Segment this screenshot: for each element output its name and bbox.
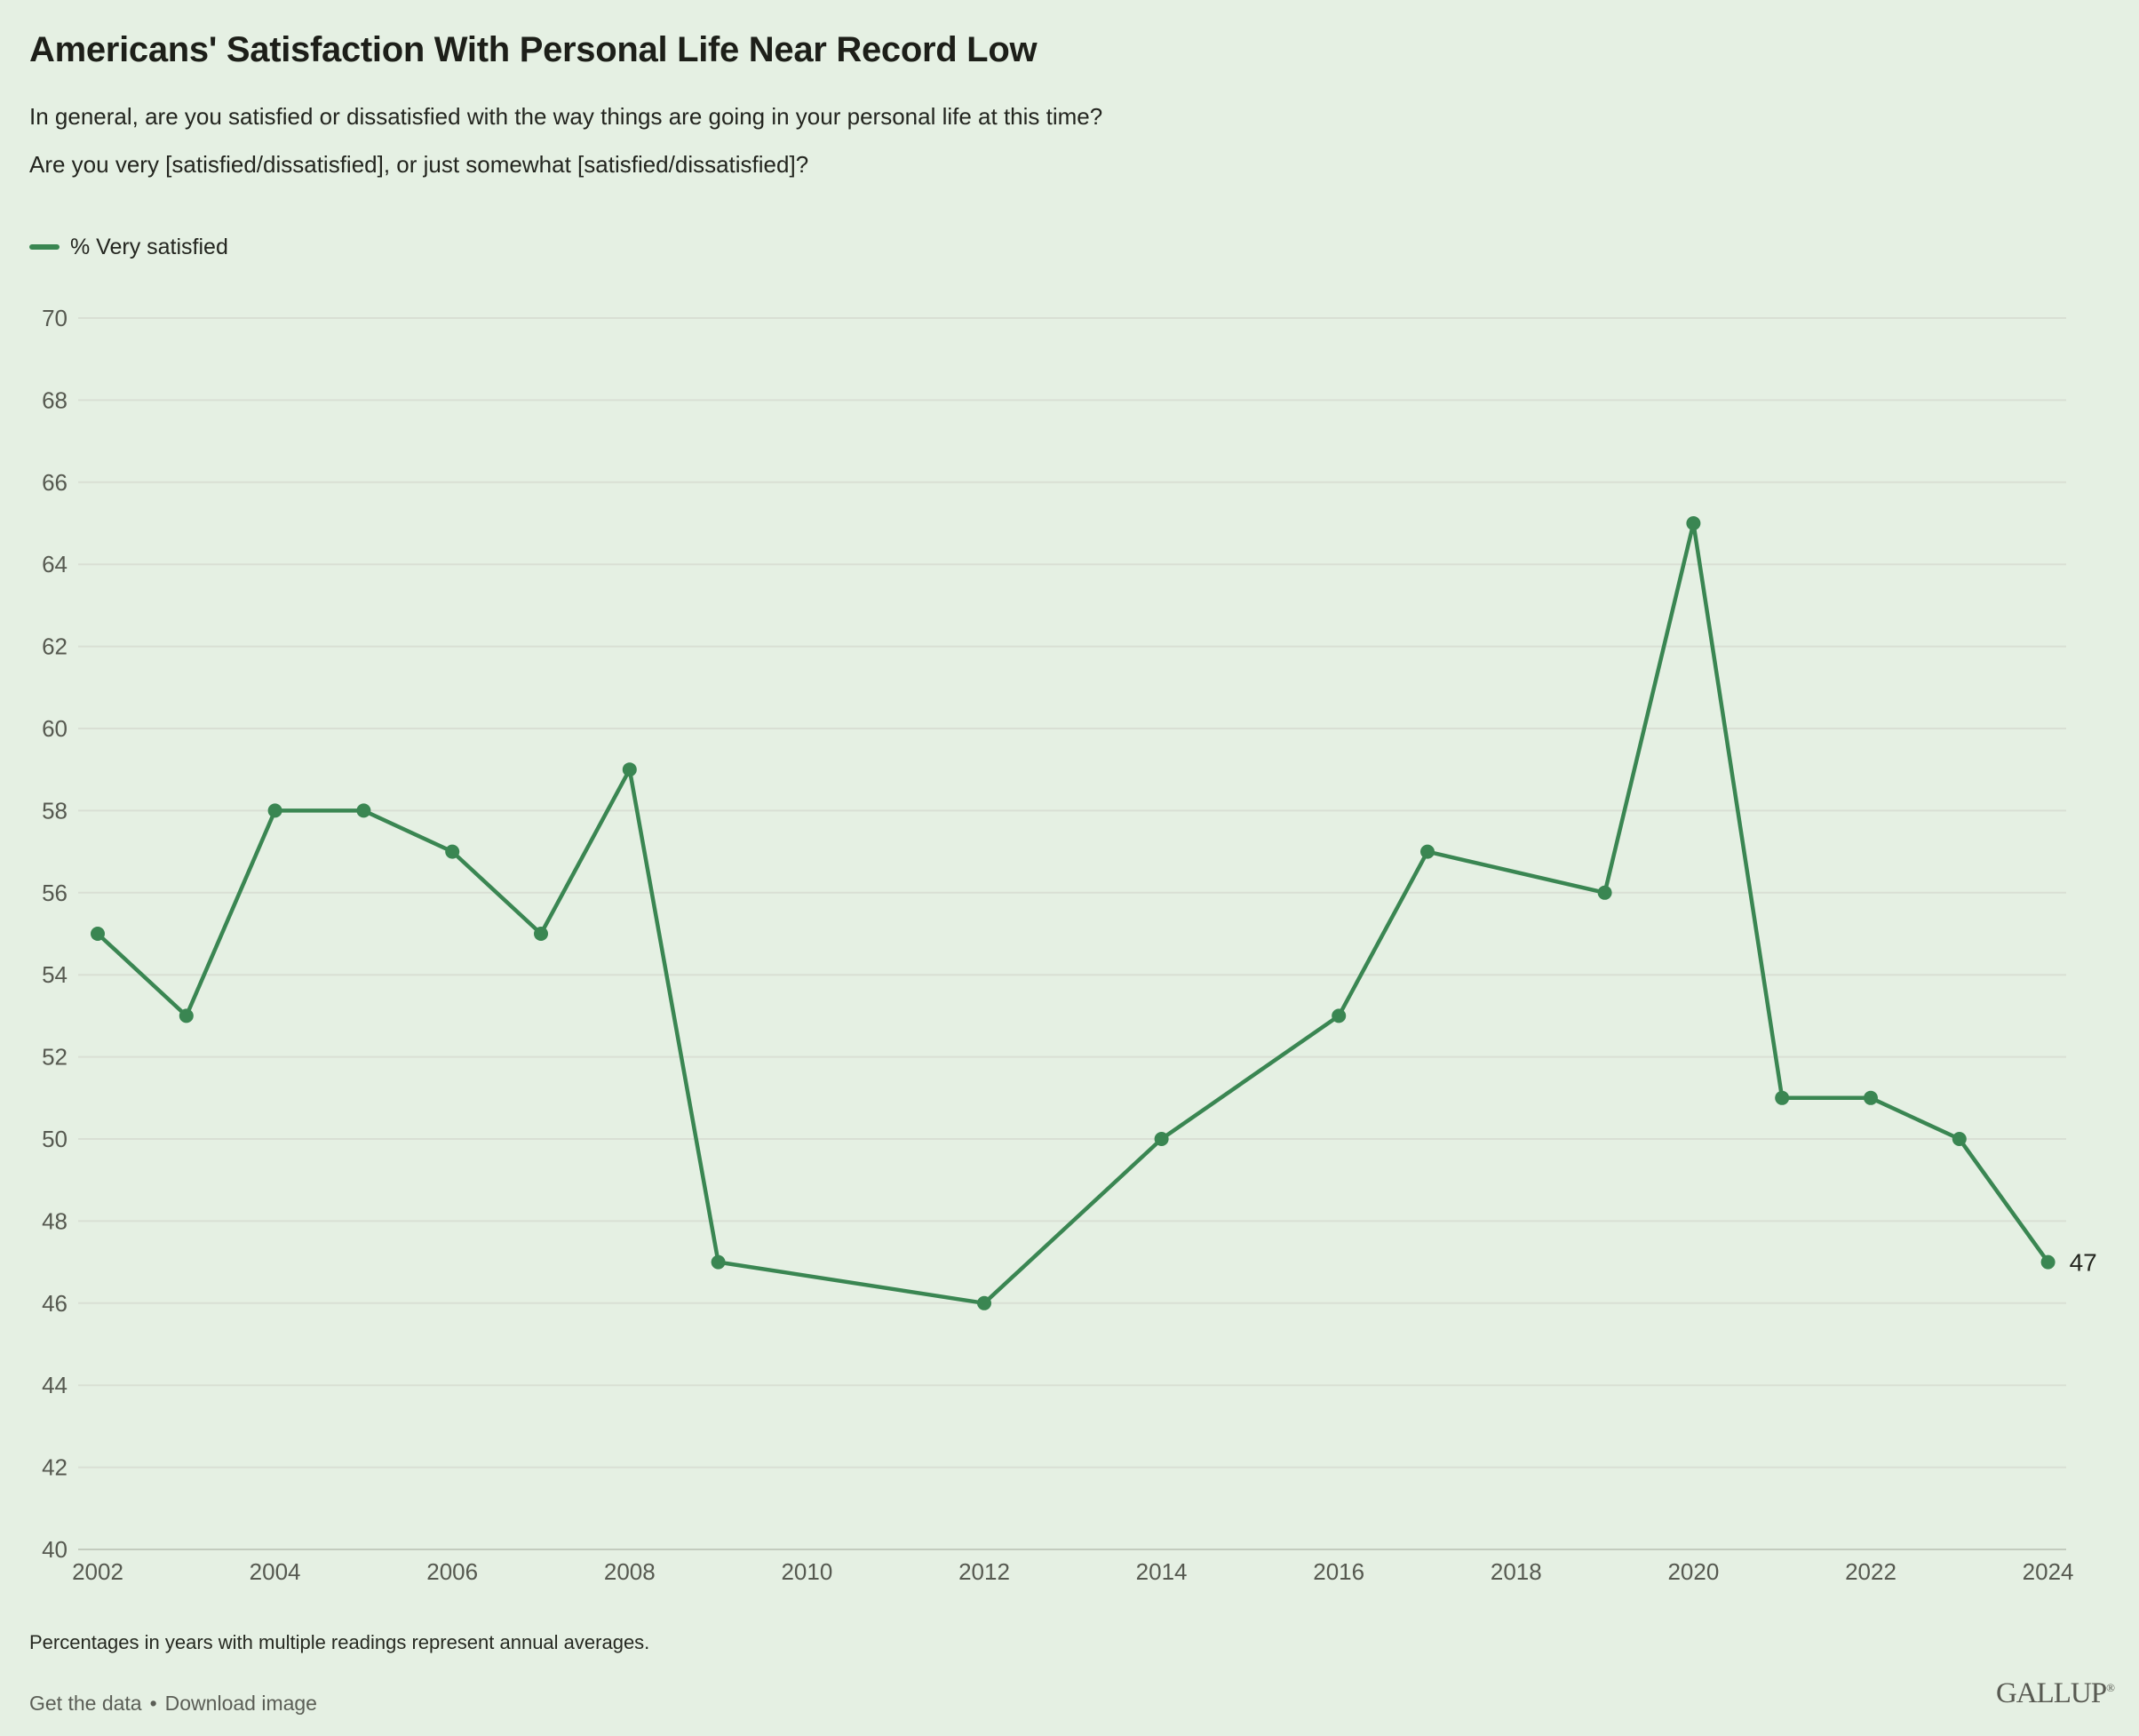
data-point <box>711 1254 726 1270</box>
y-axis-tick-label: 58 <box>42 797 68 824</box>
data-point <box>445 844 460 859</box>
data-point <box>179 1008 194 1023</box>
end-value-label: 47 <box>2070 1249 2097 1277</box>
data-point <box>356 803 371 818</box>
y-axis-tick-label: 60 <box>42 715 68 742</box>
x-axis-tick-label: 2018 <box>1491 1558 1542 1585</box>
x-axis-tick-label: 2014 <box>1136 1558 1188 1585</box>
x-axis-tick-label: 2022 <box>1845 1558 1896 1585</box>
footer-links: Get the data • Download image <box>29 1692 317 1716</box>
x-axis-tick-label: 2020 <box>1667 1558 1719 1585</box>
data-point <box>1332 1008 1347 1023</box>
data-point <box>977 1295 991 1310</box>
data-point <box>2040 1254 2056 1270</box>
data-point <box>1775 1090 1790 1105</box>
y-axis-tick-label: 70 <box>42 305 68 331</box>
y-axis-tick-label: 68 <box>42 386 68 413</box>
x-axis-tick-label: 2006 <box>426 1558 478 1585</box>
y-axis-tick-label: 44 <box>42 1372 68 1398</box>
y-axis-tick-label: 54 <box>42 961 68 988</box>
x-axis-tick-label: 2008 <box>604 1558 656 1585</box>
gallup-logo: GALLUP® <box>1996 1677 2115 1710</box>
x-axis-tick-label: 2002 <box>72 1558 123 1585</box>
data-point <box>1686 516 1701 530</box>
data-point <box>1864 1090 1878 1105</box>
footer-links-separator: • <box>149 1692 157 1715</box>
legend-label: % Very satisfied <box>70 234 228 259</box>
legend-line-swatch <box>29 244 60 250</box>
data-point <box>534 927 548 941</box>
legend: % Very satisfied <box>29 233 228 261</box>
y-axis-tick-label: 48 <box>42 1207 68 1234</box>
series-line <box>95 521 2050 1306</box>
registered-trademark-icon: ® <box>2106 1681 2115 1694</box>
y-axis-tick-label: 42 <box>42 1454 68 1481</box>
x-axis-tick-label: 2016 <box>1313 1558 1364 1585</box>
data-point <box>1597 885 1612 900</box>
x-axis-tick-label: 2010 <box>781 1558 832 1585</box>
y-axis-tick-label: 64 <box>42 551 68 577</box>
chart-title: Americans' Satisfaction With Personal Li… <box>29 30 1038 69</box>
get-the-data-link[interactable]: Get the data <box>29 1692 142 1715</box>
data-point <box>622 762 637 777</box>
y-axis-tick-label: 62 <box>42 633 68 660</box>
data-point <box>91 927 105 941</box>
x-axis-tick-label: 2004 <box>250 1558 301 1585</box>
survey-question-line-2: Are you very [satisfied/dissatisfied], o… <box>29 151 809 178</box>
y-axis-tick-label: 56 <box>42 880 68 906</box>
data-point <box>1952 1132 1967 1146</box>
y-axis-tick-label: 66 <box>42 469 68 496</box>
y-axis-tick-label: 50 <box>42 1126 68 1152</box>
x-axis-tick-label: 2012 <box>958 1558 1010 1585</box>
y-axis-tick-label: 52 <box>42 1044 68 1071</box>
x-axis-tick-label: 2024 <box>2023 1558 2074 1585</box>
data-point <box>267 803 282 818</box>
y-axis-tick-label: 40 <box>42 1536 68 1563</box>
data-point <box>1420 844 1435 859</box>
data-point <box>1154 1132 1169 1146</box>
gallup-wordmark: GALLUP <box>1995 1677 2107 1709</box>
footnote: Percentages in years with multiple readi… <box>29 1631 650 1653</box>
y-axis-tick-label: 46 <box>42 1290 68 1317</box>
survey-question-line-1: In general, are you satisfied or dissati… <box>29 103 1103 130</box>
download-image-link[interactable]: Download image <box>164 1692 317 1715</box>
